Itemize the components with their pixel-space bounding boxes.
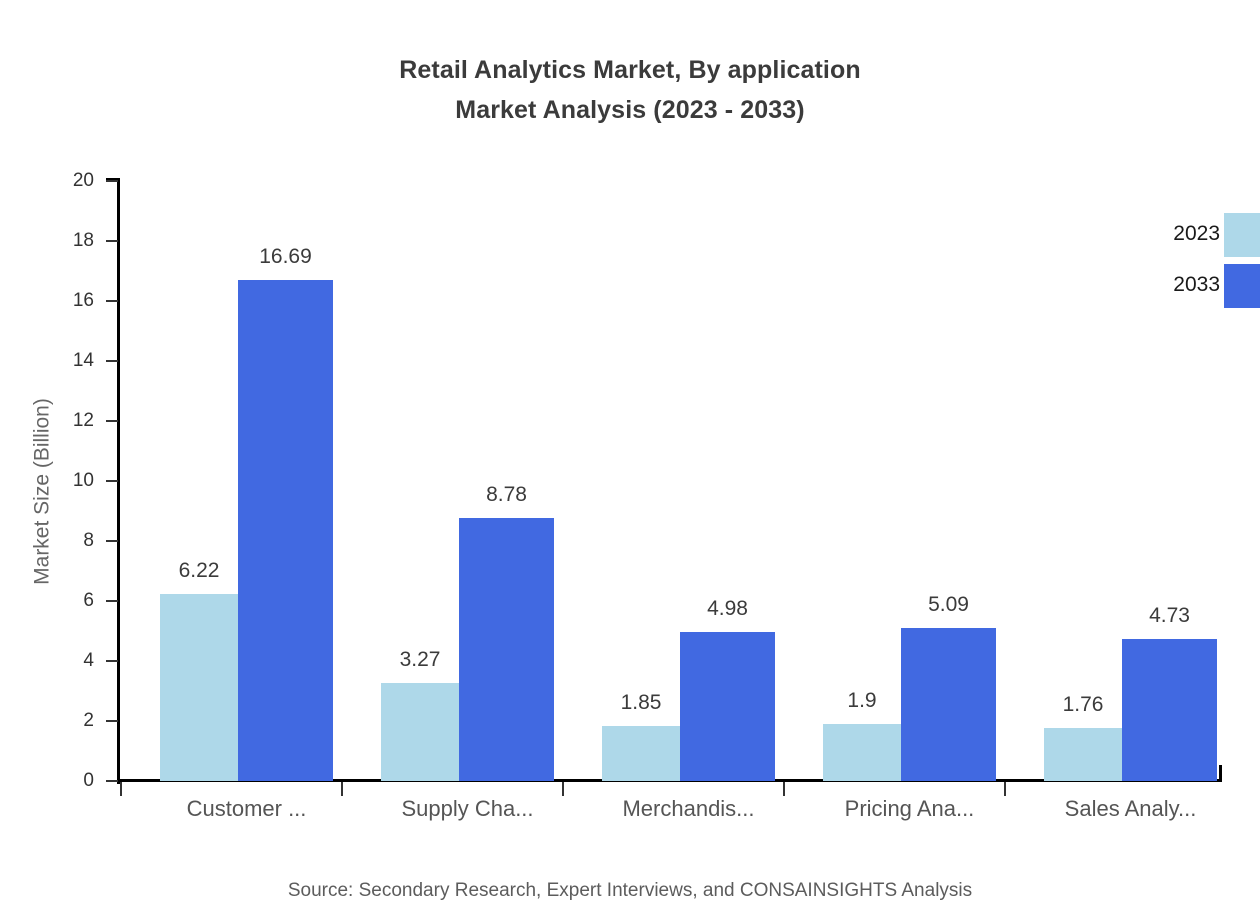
bar-value-label-2023: 3.27 [399, 647, 441, 671]
bar-2033[interactable] [1122, 639, 1217, 781]
legend-item-label: 2023 [1173, 222, 1220, 245]
y-axis-tick [106, 300, 118, 302]
x-axis-tick [341, 782, 343, 796]
y-axis-tick [106, 600, 118, 602]
bar-value-label-2023: 1.85 [620, 690, 662, 714]
bar-2023[interactable] [160, 594, 238, 781]
y-axis-tick [106, 420, 118, 422]
bar-value-label-2033: 4.73 [1149, 604, 1190, 628]
y-axis-tick-label: 12 [72, 410, 94, 431]
bar-value-label-2033: 16.69 [259, 245, 312, 269]
x-axis-tick [562, 782, 564, 796]
x-axis-tick [1004, 782, 1006, 796]
legend-color-swatch [1224, 264, 1260, 308]
legend-item-label: 2033 [1173, 273, 1220, 296]
y-axis-tick [106, 720, 118, 722]
x-axis-category-label: Pricing Ana... [844, 796, 975, 821]
y-axis-tick-label: 18 [72, 230, 94, 251]
x-axis-end-cap [1219, 765, 1222, 782]
y-axis-tick [106, 480, 118, 482]
bar-value-label-2023: 1.76 [1062, 693, 1104, 717]
y-axis-tick-label: 0 [83, 770, 94, 791]
y-axis-tick-label: 4 [83, 650, 94, 671]
x-axis-category-label: Customer ... [186, 796, 307, 821]
bar-2023[interactable] [602, 725, 680, 781]
y-axis-tick [106, 360, 118, 362]
y-axis-tick-label: 10 [72, 470, 94, 491]
x-axis-category-label: Merchandis... [622, 796, 755, 821]
y-axis-tick-label: 20 [72, 170, 94, 191]
legend-item[interactable]: 2033 [1100, 264, 1260, 308]
bar-2033[interactable] [238, 280, 333, 781]
x-axis-category-label: Supply Cha... [401, 796, 534, 821]
plot-area: 6.22 16.69 3.27 8.78 1.85 4.98 1.9 5.09 1.76 4.73 [120, 181, 1222, 781]
legend-color-swatch [1224, 213, 1260, 257]
y-axis-tick [106, 240, 118, 242]
source-note: Source: Secondary Research, Expert Inter… [287, 880, 973, 901]
bar-2023[interactable] [823, 724, 901, 781]
chart-title: Retail Analytics Market, By application … [0, 50, 1260, 130]
chart-title-line-1: Retail Analytics Market, By application [399, 56, 861, 84]
y-axis-tick-label: 6 [83, 590, 94, 611]
y-axis-tick [106, 540, 118, 542]
chart-legend: 2023 2033 [1100, 213, 1260, 308]
y-axis-tick-label: 16 [72, 290, 94, 311]
y-axis-tick [106, 660, 118, 662]
y-axis-line [117, 178, 120, 784]
x-axis-category-label: Sales Analy... [1064, 796, 1197, 821]
y-axis-tick-label: 14 [72, 350, 94, 371]
bar-2023[interactable] [381, 682, 459, 781]
bar-2033[interactable] [459, 517, 554, 781]
bar-2023[interactable] [1044, 728, 1122, 781]
bar-value-label-2033: 8.78 [486, 482, 527, 506]
bar-2033[interactable] [680, 631, 775, 781]
bar-value-label-2023: 6.22 [178, 559, 220, 583]
bar-2033[interactable] [901, 628, 996, 781]
y-axis-tick [106, 180, 118, 182]
x-axis-tick [783, 782, 785, 796]
x-axis-tick [120, 782, 122, 796]
y-axis-tick-label: 2 [83, 710, 94, 731]
y-axis-title: Market Size (Billion) [30, 398, 54, 585]
bar-value-label-2033: 4.98 [707, 596, 748, 620]
y-axis-top-cap [106, 178, 120, 181]
y-axis-tick [106, 780, 118, 782]
bar-value-label-2023: 1.9 [847, 689, 877, 712]
chart-title-line-2: Market Analysis (2023 - 2033) [455, 96, 805, 124]
legend-item[interactable]: 2023 [1100, 213, 1260, 257]
y-axis-tick-label: 8 [83, 530, 94, 551]
bar-value-label-2033: 5.09 [928, 593, 969, 617]
